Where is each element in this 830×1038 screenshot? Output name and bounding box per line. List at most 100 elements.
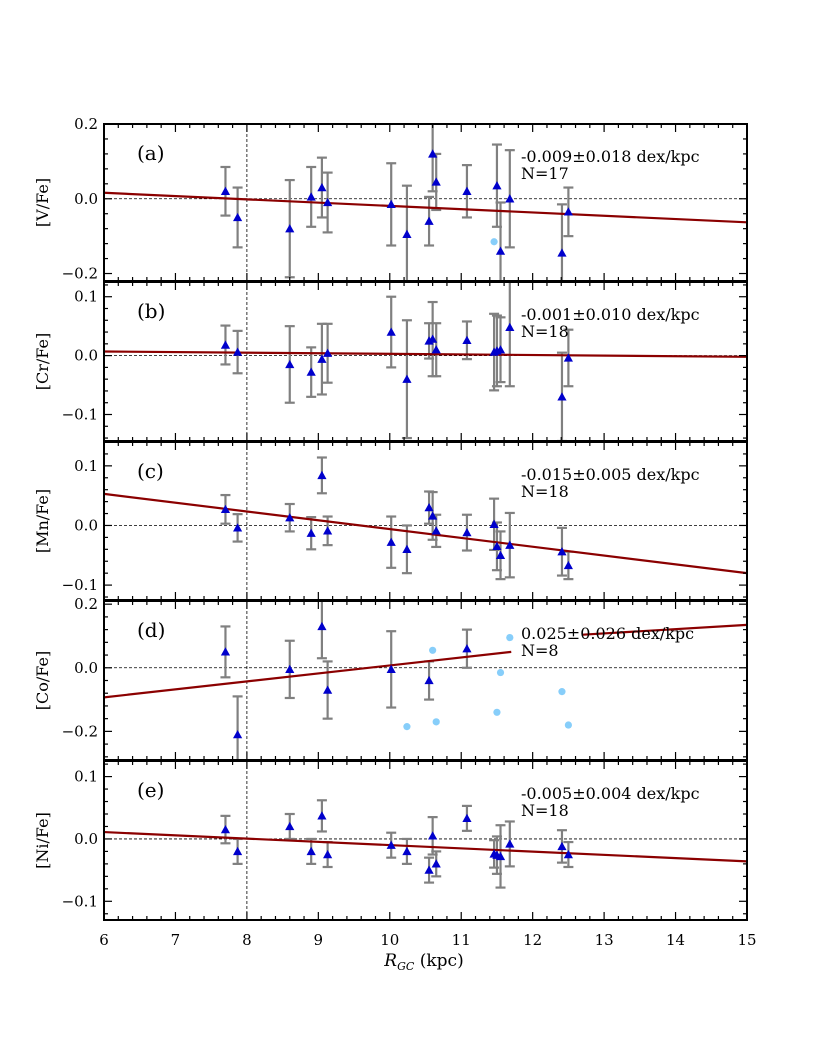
- data-point-triangle: [431, 859, 441, 868]
- data-point-triangle: [402, 544, 412, 554]
- data-point-triangle: [285, 224, 295, 233]
- y-tick-label: 0.1: [74, 457, 98, 475]
- data-point-triangle: [505, 540, 515, 549]
- data-point-triangle: [428, 149, 438, 158]
- data-point-triangle: [428, 334, 438, 343]
- data-point-triangle: [317, 182, 327, 192]
- panels-layer: −0.20.00.2[V/Fe](a) -0.009±0.018 dex/kpcN…: [33, 115, 757, 949]
- data-point-triangle: [402, 229, 412, 238]
- excluded-data-point: [403, 723, 411, 731]
- data-point-triangle: [495, 345, 506, 354]
- panel-frame: [103, 760, 748, 921]
- panel-tag: (c): [137, 459, 164, 483]
- panel-plot-area: [104, 761, 747, 920]
- y-tick-label: −0.1: [62, 406, 98, 424]
- panel-e: −0.1 0.0 0.1 [Ni/Fe] (e) -0.005±0.004 dex/kpc…: [33, 760, 748, 921]
- data-point-triangle: [557, 248, 567, 257]
- x-tick-label: 8: [242, 931, 252, 949]
- y-axis-label: [Mn/Fe]: [33, 489, 52, 553]
- y-tick-label: 0.0: [74, 830, 98, 848]
- data-point-triangle: [563, 353, 573, 362]
- data-point-triangle: [317, 470, 327, 480]
- data-point-triangle: [233, 347, 243, 356]
- sample-size-annotation: N=17: [521, 164, 569, 183]
- y-axis-label: [Co/Fe]: [33, 651, 52, 710]
- data-point-triangle: [402, 846, 412, 856]
- x-tick-label: 7: [171, 931, 181, 949]
- data-point-triangle: [386, 664, 396, 674]
- data-point-triangle: [462, 813, 472, 823]
- panel-a: −0.2 0.0 0.2 [V/Fe] (a) -0.009±0.018 dex/kpcN…: [33, 115, 748, 283]
- gradient-fit-line: [104, 492, 747, 575]
- x-tick-label: 13: [595, 931, 614, 949]
- x-tick-label: 10: [380, 931, 399, 949]
- gradient-fit-line: [104, 650, 512, 699]
- panel-tag: (e): [137, 778, 164, 802]
- y-tick-label: 0.0: [74, 659, 98, 677]
- panel-plot-area: [104, 442, 747, 600]
- data-point-triangle: [428, 831, 438, 840]
- data-point-triangle: [563, 849, 573, 859]
- data-point-triangle: [386, 840, 396, 849]
- data-point-triangle: [285, 513, 295, 522]
- data-point-triangle: [563, 560, 573, 570]
- data-point-triangle: [386, 199, 396, 209]
- excluded-data-point: [558, 688, 566, 696]
- gradient-fit-line-segment: [582, 623, 747, 636]
- excluded-data-point: [429, 646, 437, 654]
- data-point-triangle: [462, 528, 472, 537]
- y-axis-label: [Cr/Fe]: [33, 333, 52, 390]
- data-point-triangle: [505, 322, 515, 332]
- y-axis-label: [V/Fe]: [33, 178, 52, 227]
- data-point-triangle: [386, 327, 396, 336]
- data-point-triangle: [557, 392, 567, 401]
- data-point-triangle: [402, 374, 412, 383]
- y-tick-label: 0.2: [74, 115, 98, 133]
- panel-plot-area: [104, 601, 747, 760]
- data-point-triangle: [424, 216, 434, 225]
- excluded-data-point: [493, 708, 501, 716]
- y-tick-label: 0.1: [74, 768, 98, 786]
- data-point-triangle: [424, 675, 434, 685]
- sample-size-annotation: N=18: [521, 482, 569, 501]
- excluded-data-point: [490, 238, 498, 246]
- data-point-triangle: [317, 621, 327, 631]
- data-point-triangle: [220, 340, 231, 349]
- data-point-triangle: [285, 359, 295, 369]
- y-tick-label: −0.1: [62, 576, 98, 594]
- x-tick-label: 11: [452, 931, 471, 949]
- y-tick-label: −0.2: [62, 722, 98, 740]
- y-tick-label: 0.1: [74, 288, 98, 306]
- data-point-triangle: [317, 354, 327, 363]
- gradient-annotation: -0.001±0.010 dex/kpc: [521, 305, 700, 324]
- data-point-triangle: [462, 644, 472, 653]
- data-point-triangle: [462, 335, 472, 344]
- data-point-triangle: [233, 212, 243, 222]
- data-point-triangle: [462, 186, 472, 195]
- y-tick-label: 0.0: [74, 516, 98, 534]
- data-point-triangle: [306, 846, 316, 856]
- panel-tag: (d): [137, 618, 165, 642]
- data-point-triangle: [306, 367, 316, 376]
- data-point-triangle: [505, 194, 515, 203]
- panel-c: −0.1 0.0 0.1 [Mn/Fe] (c) -0.015±0.005 dex/kpc…: [33, 441, 748, 601]
- y-tick-label: −0.2: [62, 265, 98, 283]
- excluded-data-point: [432, 718, 440, 726]
- data-point-triangle: [489, 519, 499, 528]
- sample-size-annotation: N=18: [521, 801, 569, 820]
- data-point-triangle: [323, 685, 333, 694]
- y-tick-label: −0.1: [62, 892, 98, 910]
- data-point-triangle: [306, 192, 316, 201]
- gradient-annotation: 0.025±0.026 dex/kpc: [521, 624, 694, 643]
- y-tick-label: 0.2: [74, 595, 98, 613]
- gradient-fit-line: [104, 191, 747, 224]
- data-point-triangle: [495, 246, 506, 255]
- data-point-triangle: [220, 824, 231, 834]
- sample-size-annotation: N=8: [521, 641, 559, 660]
- data-point-triangle: [492, 541, 502, 551]
- data-point-triangle: [233, 729, 243, 739]
- x-tick-label: 9: [314, 931, 324, 949]
- data-point-triangle: [557, 547, 567, 556]
- panel-plot-area: [104, 282, 747, 441]
